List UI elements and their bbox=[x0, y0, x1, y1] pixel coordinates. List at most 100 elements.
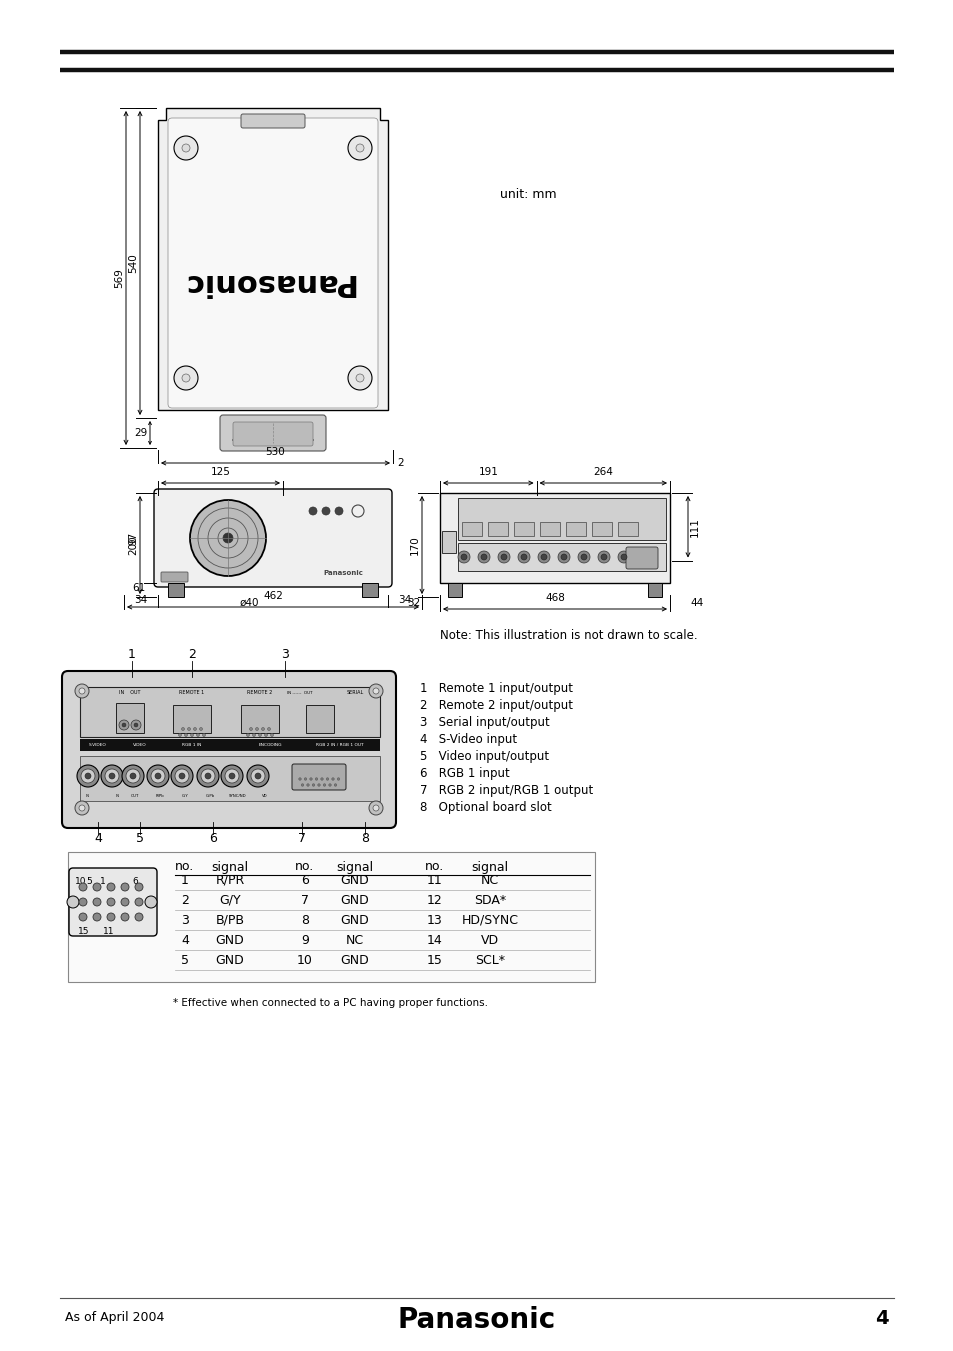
Text: no.: no. bbox=[295, 861, 314, 874]
Circle shape bbox=[373, 688, 378, 694]
Text: IN: IN bbox=[116, 794, 120, 798]
Circle shape bbox=[329, 784, 331, 786]
Text: Note: This illustration is not drawn to scale.: Note: This illustration is not drawn to … bbox=[439, 630, 697, 642]
Bar bbox=[565, 521, 585, 536]
Circle shape bbox=[81, 769, 95, 784]
Circle shape bbox=[182, 374, 190, 382]
Text: IN ------  OUT: IN ------ OUT bbox=[287, 690, 313, 694]
Circle shape bbox=[121, 898, 129, 907]
Circle shape bbox=[223, 534, 233, 543]
Circle shape bbox=[92, 898, 101, 907]
Text: 97: 97 bbox=[128, 531, 138, 544]
Circle shape bbox=[323, 784, 326, 786]
Circle shape bbox=[92, 913, 101, 921]
Circle shape bbox=[147, 765, 169, 788]
Text: R/Pb: R/Pb bbox=[155, 794, 164, 798]
Circle shape bbox=[221, 765, 243, 788]
Text: Panasonic: Panasonic bbox=[181, 269, 355, 297]
Bar bbox=[514, 521, 534, 536]
Text: SYNC/ND: SYNC/ND bbox=[229, 794, 247, 798]
Text: no.: no. bbox=[425, 861, 444, 874]
Text: 1: 1 bbox=[181, 874, 189, 886]
Circle shape bbox=[540, 554, 546, 561]
Text: 2: 2 bbox=[396, 458, 403, 467]
Circle shape bbox=[322, 507, 330, 515]
Bar bbox=[168, 584, 184, 597]
Text: REMOTE 1: REMOTE 1 bbox=[179, 690, 204, 696]
Text: 12: 12 bbox=[427, 893, 442, 907]
Circle shape bbox=[133, 723, 138, 727]
Circle shape bbox=[560, 554, 566, 561]
Bar bbox=[488, 521, 507, 536]
Text: IN    OUT: IN OUT bbox=[119, 690, 141, 696]
Text: 125: 125 bbox=[211, 467, 231, 477]
Text: 14: 14 bbox=[427, 934, 442, 947]
Circle shape bbox=[598, 551, 609, 563]
Text: 3: 3 bbox=[181, 913, 189, 927]
Circle shape bbox=[75, 684, 89, 698]
Circle shape bbox=[334, 784, 336, 786]
FancyBboxPatch shape bbox=[625, 547, 658, 569]
Text: signal: signal bbox=[471, 861, 508, 874]
Circle shape bbox=[205, 773, 211, 780]
Circle shape bbox=[480, 554, 486, 561]
Circle shape bbox=[126, 769, 140, 784]
Text: G/Pb: G/Pb bbox=[205, 794, 214, 798]
Text: S-VIDEO: S-VIDEO bbox=[89, 743, 107, 747]
Text: IN: IN bbox=[86, 794, 90, 798]
Text: signal: signal bbox=[212, 861, 249, 874]
Circle shape bbox=[335, 507, 343, 515]
Circle shape bbox=[267, 727, 271, 731]
Bar bbox=[172, 705, 211, 734]
Circle shape bbox=[247, 765, 269, 788]
Circle shape bbox=[251, 769, 265, 784]
Text: 29: 29 bbox=[134, 428, 148, 438]
Text: 32: 32 bbox=[406, 598, 419, 608]
Text: 4: 4 bbox=[181, 934, 189, 947]
Circle shape bbox=[201, 769, 214, 784]
Circle shape bbox=[500, 554, 506, 561]
Circle shape bbox=[620, 554, 626, 561]
Text: 264: 264 bbox=[593, 467, 613, 477]
Circle shape bbox=[369, 801, 382, 815]
Text: 7: 7 bbox=[301, 893, 309, 907]
Text: VD: VD bbox=[262, 794, 268, 798]
Circle shape bbox=[517, 551, 530, 563]
Text: 569: 569 bbox=[113, 267, 124, 288]
Circle shape bbox=[600, 554, 606, 561]
Text: 4: 4 bbox=[875, 1309, 888, 1328]
Circle shape bbox=[135, 913, 143, 921]
Text: 44: 44 bbox=[689, 598, 702, 608]
Text: As of April 2004: As of April 2004 bbox=[65, 1312, 164, 1324]
Bar bbox=[361, 584, 377, 597]
Text: GND: GND bbox=[215, 934, 244, 947]
Circle shape bbox=[79, 898, 87, 907]
Circle shape bbox=[154, 773, 161, 780]
Bar bbox=[80, 688, 379, 738]
Text: signal: signal bbox=[336, 861, 374, 874]
Text: SERIAL: SERIAL bbox=[346, 690, 363, 696]
Circle shape bbox=[310, 778, 312, 781]
Text: ø40: ø40 bbox=[240, 598, 259, 608]
Text: 6: 6 bbox=[132, 878, 138, 886]
Circle shape bbox=[193, 727, 196, 731]
Circle shape bbox=[199, 727, 202, 731]
FancyBboxPatch shape bbox=[69, 867, 157, 936]
Text: 34: 34 bbox=[398, 594, 411, 605]
Circle shape bbox=[578, 551, 589, 563]
Circle shape bbox=[92, 884, 101, 892]
Circle shape bbox=[178, 734, 181, 736]
Circle shape bbox=[314, 778, 317, 781]
Text: GND: GND bbox=[340, 874, 369, 886]
Bar bbox=[306, 705, 334, 734]
Circle shape bbox=[497, 551, 510, 563]
Circle shape bbox=[107, 898, 115, 907]
Text: GND: GND bbox=[340, 954, 369, 966]
Text: Panasonic: Panasonic bbox=[323, 570, 363, 576]
Bar bbox=[441, 531, 456, 553]
Circle shape bbox=[253, 734, 255, 736]
Text: 4   S-Video input: 4 S-Video input bbox=[419, 734, 517, 746]
Circle shape bbox=[151, 769, 165, 784]
Text: 7: 7 bbox=[297, 831, 306, 844]
Bar bbox=[448, 584, 461, 597]
